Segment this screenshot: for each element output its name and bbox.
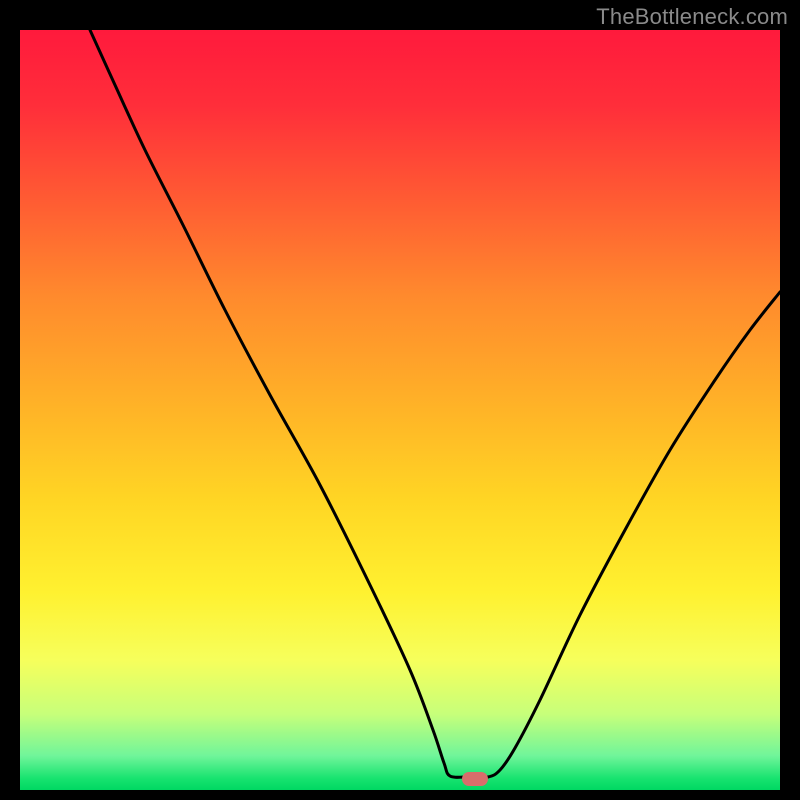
curve-path [90, 30, 780, 778]
bottleneck-curve [20, 30, 780, 790]
chart-stage: TheBottleneck.com [0, 0, 800, 800]
watermark-text: TheBottleneck.com [596, 4, 788, 30]
minimum-marker [462, 772, 488, 786]
plot-area [20, 30, 780, 790]
